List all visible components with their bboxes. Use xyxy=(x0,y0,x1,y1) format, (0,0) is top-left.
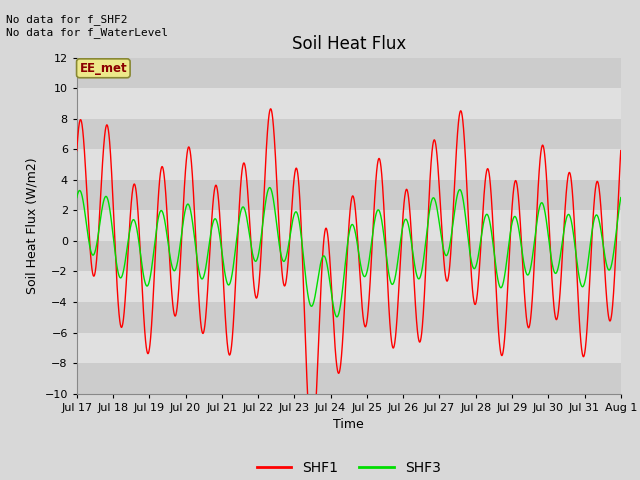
Legend: SHF1, SHF3: SHF1, SHF3 xyxy=(251,456,447,480)
Bar xyxy=(77,210,621,241)
Bar xyxy=(77,333,621,363)
Bar xyxy=(77,363,621,394)
Y-axis label: Soil Heat Flux (W/m2): Soil Heat Flux (W/m2) xyxy=(26,157,39,294)
Bar xyxy=(77,119,621,149)
Text: No data for f_SHF2
No data for f_WaterLevel: No data for f_SHF2 No data for f_WaterLe… xyxy=(6,14,168,38)
Bar xyxy=(77,88,621,119)
Bar xyxy=(77,241,621,271)
Bar xyxy=(77,149,621,180)
Bar xyxy=(77,302,621,333)
Bar xyxy=(77,180,621,210)
Bar xyxy=(77,271,621,302)
X-axis label: Time: Time xyxy=(333,418,364,431)
Title: Soil Heat Flux: Soil Heat Flux xyxy=(292,35,406,53)
Bar xyxy=(77,58,621,88)
Text: EE_met: EE_met xyxy=(79,62,127,75)
